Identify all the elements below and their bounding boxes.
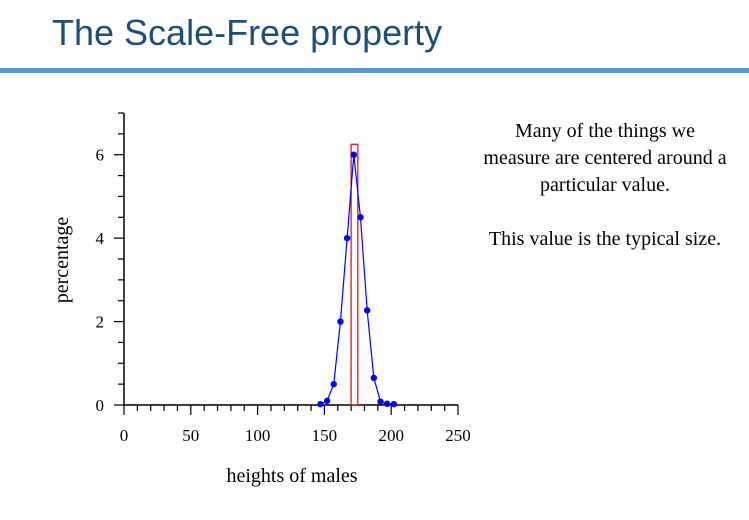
data-point bbox=[317, 400, 324, 408]
x-tick-label: 0 bbox=[120, 426, 129, 445]
data-point bbox=[350, 151, 357, 158]
data-point bbox=[337, 318, 344, 325]
y-tick-label: 2 bbox=[96, 313, 105, 332]
data-point bbox=[363, 307, 371, 314]
x-tick-label: 250 bbox=[445, 426, 471, 445]
x-tick-label: 200 bbox=[378, 426, 404, 445]
y-tick-label: 6 bbox=[96, 146, 105, 165]
highlight-bar bbox=[350, 143, 359, 406]
note-typical-size: This value is the typical size. bbox=[488, 228, 722, 250]
title-divider bbox=[0, 68, 749, 73]
data-point bbox=[323, 397, 331, 405]
x-tick-label: 150 bbox=[312, 426, 338, 445]
data-point bbox=[357, 214, 364, 221]
chart-axes bbox=[123, 113, 458, 406]
data-point bbox=[343, 234, 351, 242]
chart-ticks: 0 50 100 150 200 250 0 2 4 6 bbox=[96, 112, 471, 445]
slide-title: The Scale-Free property bbox=[52, 12, 443, 53]
data-point bbox=[383, 400, 391, 407]
y-tick-label: 4 bbox=[96, 229, 105, 248]
series-line bbox=[320, 154, 394, 405]
explanation-text: Many of the things we measure are center… bbox=[480, 118, 730, 253]
data-point bbox=[390, 400, 398, 408]
x-axis-label: heights of males bbox=[226, 465, 357, 487]
chart-marks bbox=[317, 143, 398, 408]
data-point bbox=[330, 380, 337, 388]
note-centered-values: Many of the things we measure are center… bbox=[483, 120, 727, 196]
y-axis-label: percentage bbox=[51, 217, 73, 304]
y-tick-label: 0 bbox=[96, 396, 105, 415]
data-point bbox=[377, 398, 384, 405]
x-tick-label: 50 bbox=[182, 426, 199, 445]
x-tick-label: 100 bbox=[245, 426, 271, 445]
data-point bbox=[370, 374, 378, 382]
